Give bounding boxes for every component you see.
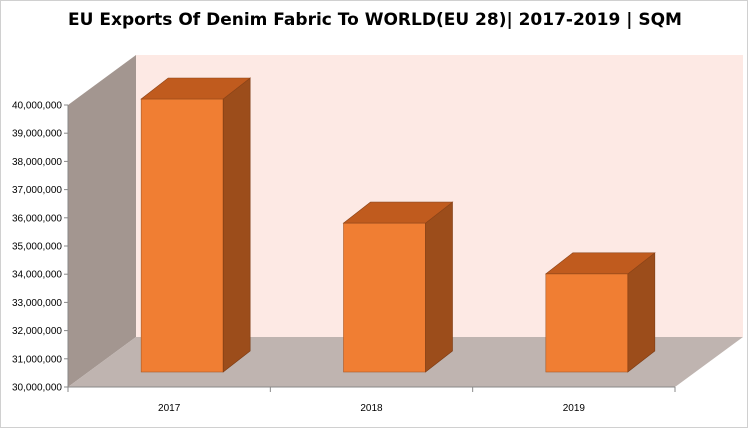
bar-top bbox=[140, 77, 252, 100]
y-tick-label: 38,000,000 bbox=[12, 157, 62, 168]
x-tick-label: 2018 bbox=[360, 403, 383, 414]
chart-title: EU Exports Of Denim Fabric To WORLD(EU 2… bbox=[68, 10, 682, 30]
y-tick-label: 36,000,000 bbox=[12, 213, 62, 224]
y-tick-label: 39,000,000 bbox=[12, 129, 62, 140]
y-tick-label: 35,000,000 bbox=[12, 242, 62, 253]
bar-2017 bbox=[140, 77, 252, 373]
bar-side bbox=[425, 201, 453, 373]
bar-top bbox=[342, 201, 454, 224]
bars bbox=[140, 77, 656, 373]
bar-front bbox=[545, 273, 629, 373]
bar-front bbox=[140, 98, 224, 373]
y-tick-label: 37,000,000 bbox=[12, 185, 62, 196]
y-tick-label: 40,000,000 bbox=[12, 101, 62, 112]
bar-2019 bbox=[544, 252, 656, 373]
x-tick-label: 2019 bbox=[563, 403, 586, 414]
y-tick-label: 33,000,000 bbox=[12, 298, 62, 309]
y-tick-label: 32,000,000 bbox=[12, 326, 62, 337]
y-tick-label: 30,000,000 bbox=[12, 383, 62, 394]
bar-front bbox=[343, 222, 426, 373]
y-axis-ticks: 30,000,000 31,000,000 32,000,000 33,000,000… bbox=[12, 101, 68, 394]
chart-side-wall bbox=[68, 55, 136, 387]
bar-2018 bbox=[342, 201, 454, 373]
bar-top bbox=[544, 252, 656, 275]
bar-side bbox=[222, 77, 251, 373]
y-tick-label: 31,000,000 bbox=[12, 354, 62, 365]
x-tick-label: 2017 bbox=[158, 403, 181, 414]
x-axis-ticks: 2017 2018 2019 bbox=[67, 387, 676, 414]
y-tick-label: 34,000,000 bbox=[12, 270, 62, 281]
